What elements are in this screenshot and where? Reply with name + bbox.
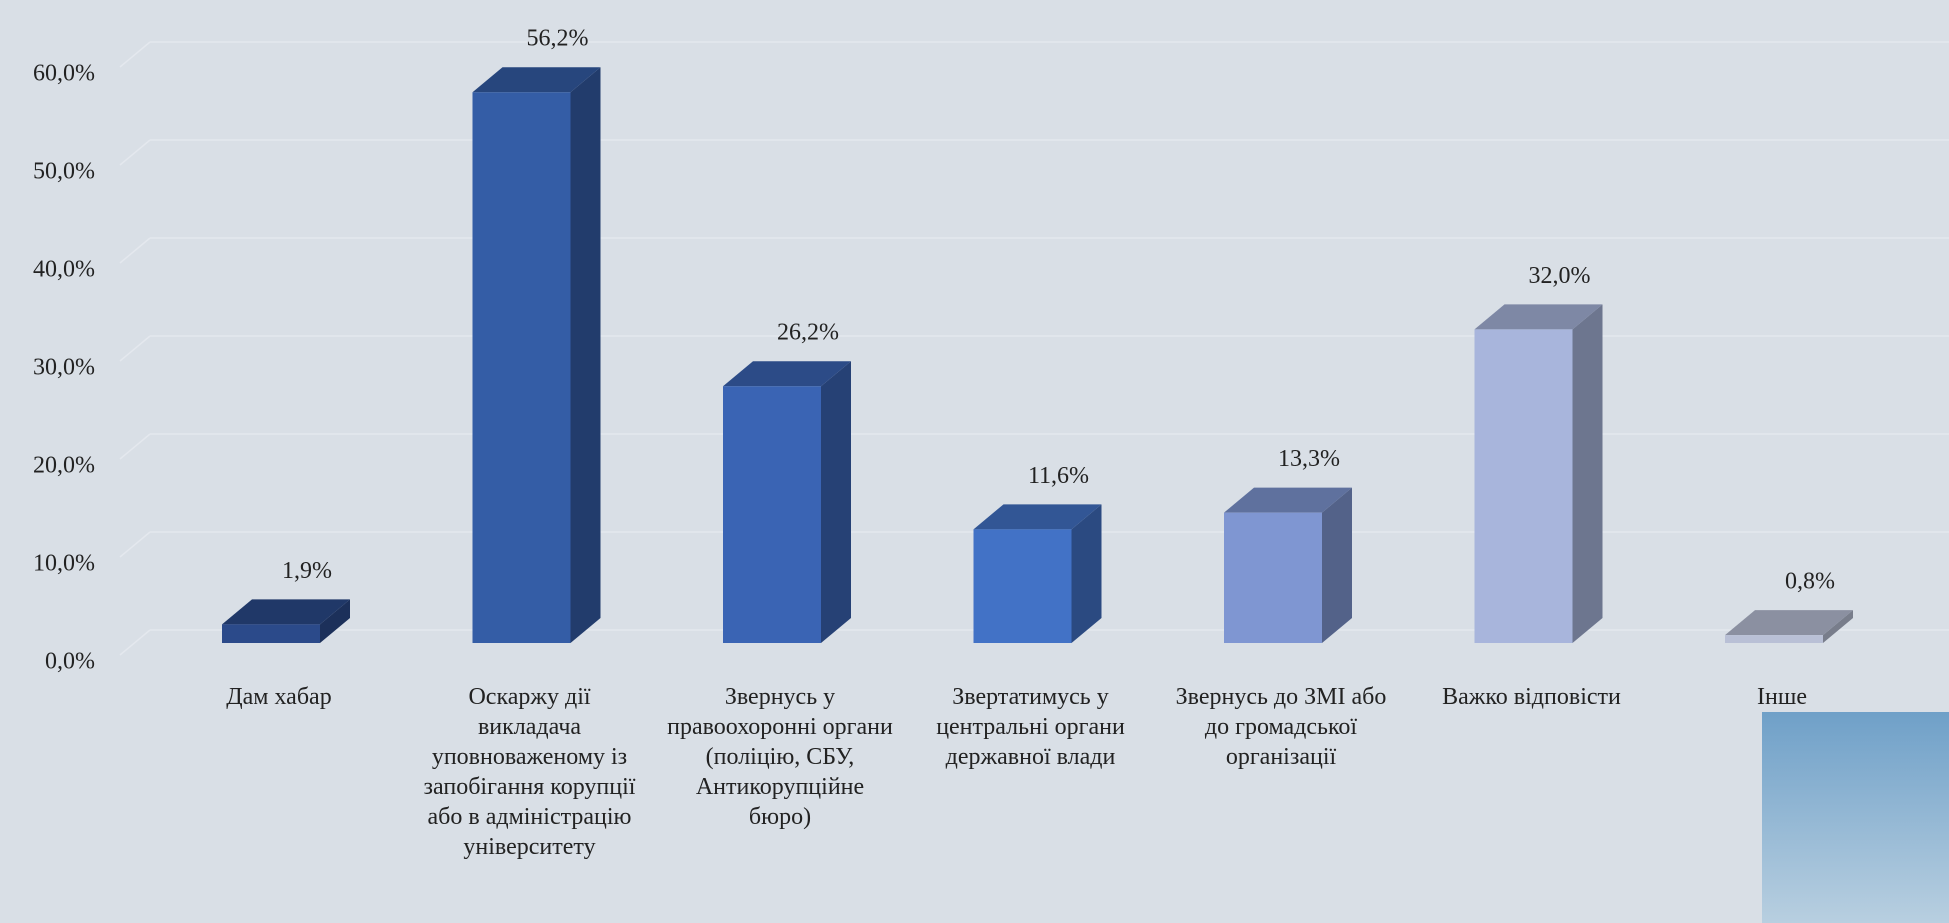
bar-side — [1823, 610, 1853, 643]
y-tick-label: 20,0% — [33, 453, 95, 479]
y-tick-label: 10,0% — [33, 551, 95, 577]
bar-side — [570, 67, 601, 644]
bar-top — [472, 67, 601, 93]
value-label: 26,2% — [777, 320, 839, 346]
bar — [222, 624, 320, 643]
grid-line-floor — [119, 531, 151, 558]
bar-top — [723, 361, 851, 387]
y-tick-label: 0,0% — [45, 649, 95, 675]
grid-line-floor — [119, 433, 151, 460]
value-label: 32,0% — [1529, 263, 1591, 289]
x-tick-label: Інше — [1757, 684, 1807, 710]
logo — [1762, 712, 1949, 923]
grid-line-floor — [119, 237, 151, 264]
y-tick-label: 50,0% — [33, 159, 95, 185]
value-label: 13,3% — [1278, 446, 1340, 472]
bar-side — [320, 599, 350, 643]
x-tick-label: Звертатимусь у центральні органи державн… — [936, 684, 1125, 770]
grid-line-floor — [119, 335, 151, 362]
bar — [723, 386, 821, 643]
grid-line-floor — [119, 139, 151, 166]
bar — [973, 529, 1072, 643]
x-tick-label: Дам хабар — [226, 684, 332, 710]
x-tick-label: Важко відповісти — [1442, 684, 1621, 710]
bar — [1725, 635, 1823, 643]
y-tick-label: 30,0% — [33, 355, 95, 381]
bar-side — [1572, 304, 1603, 643]
y-tick-label: 60,0% — [33, 61, 95, 87]
value-label: 11,6% — [1028, 463, 1089, 489]
bar — [1474, 329, 1573, 643]
value-label: 0,8% — [1785, 569, 1835, 595]
bar-side — [1322, 487, 1352, 643]
grid-line-floor — [119, 629, 151, 656]
value-label: 56,2% — [527, 26, 589, 52]
bar-top — [973, 504, 1102, 530]
value-label: 1,9% — [282, 558, 332, 584]
grid-line-floor — [119, 41, 151, 68]
bar — [1224, 512, 1322, 643]
bar-top — [1725, 610, 1853, 636]
bar-top — [222, 599, 350, 625]
x-tick-label: Звернусь у правоохоронні органи (поліцію… — [667, 684, 893, 830]
x-tick-label: Звернусь до ЗМІ або до громадської орган… — [1175, 684, 1387, 770]
bar — [472, 92, 571, 644]
bar-top — [1224, 487, 1352, 513]
x-tick-label: Оскаржу дії викладача уповноваженому із … — [423, 684, 636, 860]
bar-top — [1474, 304, 1603, 330]
bar-side — [821, 361, 851, 643]
y-tick-label: 40,0% — [33, 257, 95, 283]
bar-side — [1071, 504, 1102, 643]
